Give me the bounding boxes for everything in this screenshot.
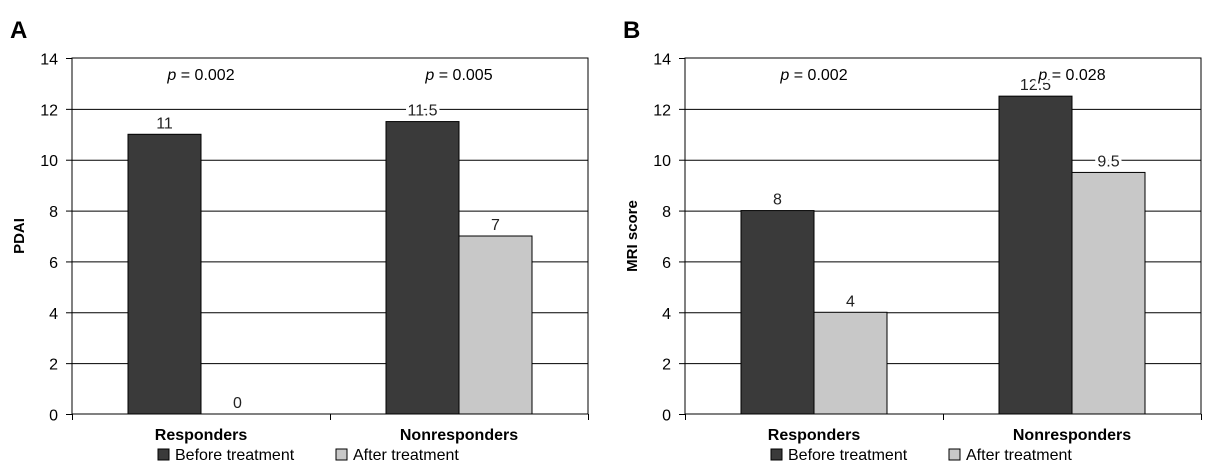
legend-swatch-after — [948, 448, 961, 461]
p-value-annotation: p = 0.028 — [1037, 67, 1105, 84]
legend-swatch-before — [157, 448, 170, 461]
y-tick-label: 0 — [662, 408, 671, 425]
legend-label: After treatment — [966, 447, 1072, 464]
y-tick-label: 2 — [662, 357, 671, 374]
chart-panel-a: A PDAI 0 2 4 6 8 10 12 14 11 0 Responders p = 0.002 11… — [0, 0, 600, 466]
bar-after — [1071, 171, 1146, 415]
y-axis-label: MRI score — [624, 200, 641, 272]
p-symbol: p — [424, 67, 434, 84]
y-tick-label: 10 — [40, 153, 58, 170]
y-tick-label: 2 — [49, 357, 58, 374]
x-category-label: Responders — [155, 427, 248, 444]
y-tick-label: 12 — [653, 102, 671, 119]
y-tick-label: 0 — [49, 408, 58, 425]
data-label: 0 — [233, 395, 242, 412]
legend-label: Before treatment — [788, 447, 908, 464]
x-category-label: Nonresponders — [1013, 427, 1131, 444]
data-label: 7 — [491, 217, 500, 234]
bar-after — [458, 235, 533, 415]
chart-panel-b: B MRI score 0 2 4 6 8 10 12 14 8 4 Responders p = 0.0… — [613, 0, 1213, 466]
y-tick-label: 14 — [653, 52, 671, 69]
bar-before — [998, 95, 1073, 415]
data-label: 11 — [156, 115, 173, 132]
p-symbol: p — [1037, 67, 1047, 84]
panel-label: A — [10, 17, 27, 44]
chart-a: A PDAI 0 2 4 6 8 10 12 14 11 0 Responders p = 0.002 11… — [10, 17, 589, 464]
y-tick-label: 4 — [662, 306, 671, 323]
y-axis-label: PDAI — [11, 218, 28, 254]
y-tick-label: 14 — [40, 52, 58, 69]
bar-before — [740, 210, 815, 415]
legend-label: Before treatment — [175, 447, 295, 464]
y-tick-label: 10 — [653, 153, 671, 170]
p-symbol: p — [779, 67, 789, 84]
legend-swatch-after — [335, 448, 348, 461]
bar-before — [385, 121, 460, 415]
data-label: 8 — [773, 192, 782, 209]
y-tick-label: 8 — [662, 204, 671, 221]
p-value: = 0.002 — [789, 67, 847, 84]
x-category-label: Responders — [768, 427, 861, 444]
p-value: = 0.028 — [1047, 67, 1105, 84]
bar-after — [813, 311, 888, 415]
data-label: 12.5 — [1020, 77, 1051, 94]
legend-swatch-before — [770, 448, 783, 461]
p-value-annotation: p = 0.002 — [779, 67, 847, 84]
bar-before — [127, 133, 202, 415]
p-value: = 0.005 — [434, 67, 492, 84]
p-value-annotation: p = 0.005 — [424, 67, 492, 84]
y-tick-label: 6 — [49, 255, 58, 272]
p-symbol: p — [166, 67, 176, 84]
data-label: 11.5 — [408, 103, 438, 120]
y-tick-label: 12 — [40, 102, 58, 119]
panel-label: B — [623, 17, 640, 44]
p-value-annotation: p = 0.002 — [166, 67, 234, 84]
legend-label: After treatment — [353, 447, 459, 464]
y-tick-label: 4 — [49, 306, 58, 323]
data-label: 4 — [846, 293, 855, 310]
p-value: = 0.002 — [176, 67, 234, 84]
chart-b: B MRI score 0 2 4 6 8 10 12 14 8 4 Responders p = 0.0… — [623, 17, 1202, 464]
y-tick-label: 8 — [49, 204, 58, 221]
data-label: 9.5 — [1097, 153, 1119, 170]
y-tick-label: 6 — [662, 255, 671, 272]
x-category-label: Nonresponders — [400, 427, 518, 444]
